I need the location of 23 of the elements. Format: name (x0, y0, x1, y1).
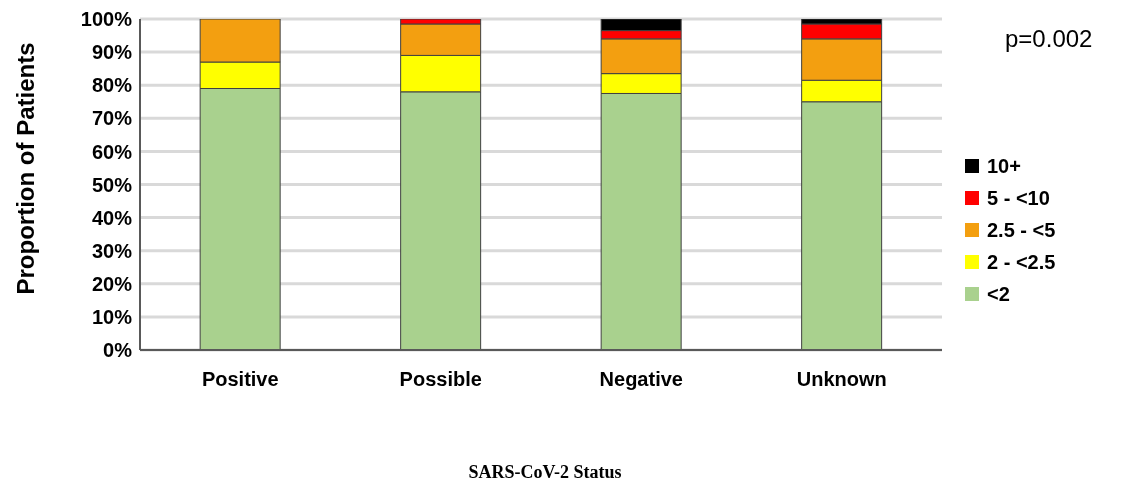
legend-label: 2 - <2.5 (986, 249, 1056, 275)
x-tick-label: Unknown (796, 368, 887, 391)
y-tick-label: 30% (91, 239, 133, 262)
x-tick-label: Positive (201, 368, 279, 391)
x-tick-label: Negative (599, 368, 683, 391)
legend-label: <2 (986, 281, 1011, 307)
y-tick-label: 50% (91, 173, 133, 196)
x-tick-label: Possible (399, 368, 482, 391)
y-tick-label: 40% (91, 206, 133, 229)
legend-label: 10+ (986, 153, 1022, 179)
y-tick-label: 70% (91, 107, 133, 130)
y-tick-label: 10% (91, 306, 133, 328)
y-tick-label: 0% (103, 339, 133, 362)
x-axis-title: SARS-CoV-2 Status (467, 462, 623, 483)
y-axis-title: Proportion of Patients (11, 42, 39, 295)
legend-label: 2.5 - <5 (986, 217, 1056, 243)
y-tick-label: 90% (91, 41, 133, 64)
y-tick-label: 100% (80, 8, 133, 31)
y-tick-label: 20% (91, 272, 133, 295)
text: p=0.002 (1005, 25, 1093, 53)
y-tick-label: 80% (91, 74, 133, 97)
legend-label: 5 - <10 (986, 185, 1051, 211)
y-tick-label: 60% (91, 140, 133, 163)
